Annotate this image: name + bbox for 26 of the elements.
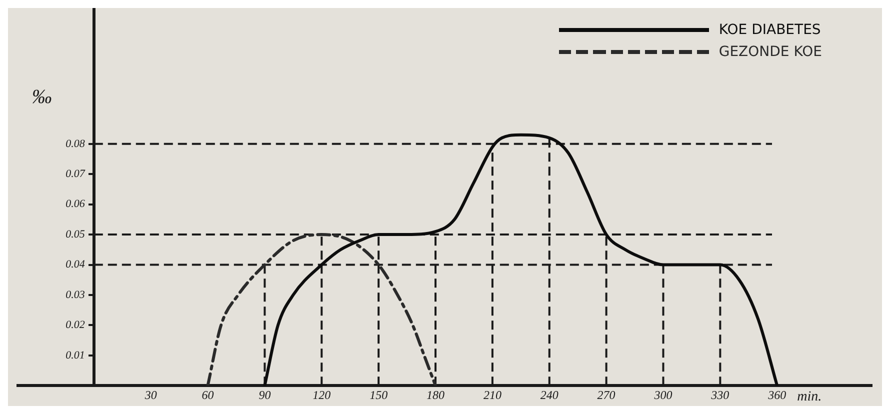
line-series: [206, 233, 438, 386]
y-tick-label: 0.06: [66, 198, 86, 210]
x-tick-label: 180: [426, 388, 445, 402]
x-tick-label: 330: [710, 388, 730, 402]
x-tick-label: 90: [258, 388, 271, 402]
legend-label: GEZONDE KOE: [718, 44, 822, 60]
y-tick-label: 0.07: [66, 168, 86, 180]
x-tick-label: 270: [597, 388, 616, 402]
y-tick-label: 0.01: [66, 349, 85, 362]
x-tick-label: 120: [312, 388, 331, 402]
x-axis-title: min.: [797, 389, 822, 404]
y-tick-label: 0.05: [66, 228, 86, 240]
x-tick-label: 150: [370, 388, 388, 402]
x-tick-label: 240: [540, 388, 558, 402]
x-tick-label: 30: [144, 388, 157, 402]
x-tick-label: 210: [483, 388, 502, 402]
y-axis-title: ‰: [32, 86, 52, 108]
y-tick-label: 0.02: [66, 319, 86, 332]
y-tick-label: 0.04: [66, 258, 86, 271]
x-tick-label: 360: [767, 388, 786, 402]
text: KOE DIABETES: [718, 22, 821, 38]
y-tick-label: 0.08: [66, 138, 86, 150]
x-tick-label: 300: [653, 388, 672, 402]
y-tick-label: 0.03: [66, 288, 86, 301]
x-tick-label: 60: [202, 388, 214, 402]
line-series: [263, 133, 779, 386]
